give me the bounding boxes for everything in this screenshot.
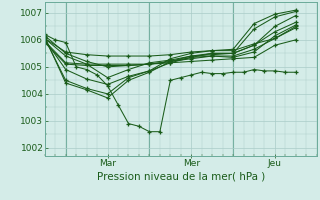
X-axis label: Pression niveau de la mer( hPa ): Pression niveau de la mer( hPa ) (97, 171, 265, 181)
